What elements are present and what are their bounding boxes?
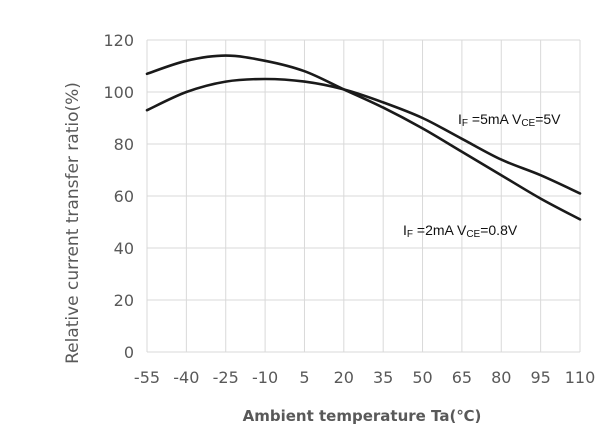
x-tick-label: 20 (334, 368, 354, 387)
y-tick-label: 80 (114, 135, 134, 154)
y-tick-label: 20 (114, 291, 134, 310)
x-tick-labels: -55 -40 -25 -10 5 20 35 50 65 80 95 110 (134, 368, 595, 387)
series-line-2 (145, 54, 582, 221)
x-tick-label: -55 (134, 368, 160, 387)
x-tick-label: -10 (252, 368, 278, 387)
y-tick-label: 40 (114, 239, 134, 258)
x-tick-label: -25 (213, 368, 239, 387)
x-tick-label: 50 (412, 368, 432, 387)
x-axis-title: Ambient temperature Ta(℃) (243, 407, 482, 425)
x-tick-label: -40 (173, 368, 199, 387)
y-tick-label: 100 (103, 83, 134, 102)
series-layer (145, 54, 582, 221)
series-label-2: IF =2mA VCE=0.8V (403, 222, 518, 240)
x-tick-label: 65 (452, 368, 472, 387)
series-line-1 (145, 77, 582, 195)
gridlines (146, 39, 581, 353)
series-label-1: IF =5mA VCE=5V (458, 111, 561, 129)
x-tick-label: 80 (491, 368, 511, 387)
x-tick-label: 5 (299, 368, 309, 387)
y-tick-label: 120 (103, 31, 134, 50)
x-tick-label: 110 (565, 368, 596, 387)
x-tick-label: 95 (530, 368, 550, 387)
y-tick-labels: 0 20 40 60 80 100 120 (103, 31, 134, 362)
y-axis-title: Relative current transfer ratio(%) (63, 82, 83, 364)
y-tick-label: 0 (124, 343, 134, 362)
y-tick-label: 60 (114, 187, 134, 206)
x-tick-label: 35 (373, 368, 393, 387)
